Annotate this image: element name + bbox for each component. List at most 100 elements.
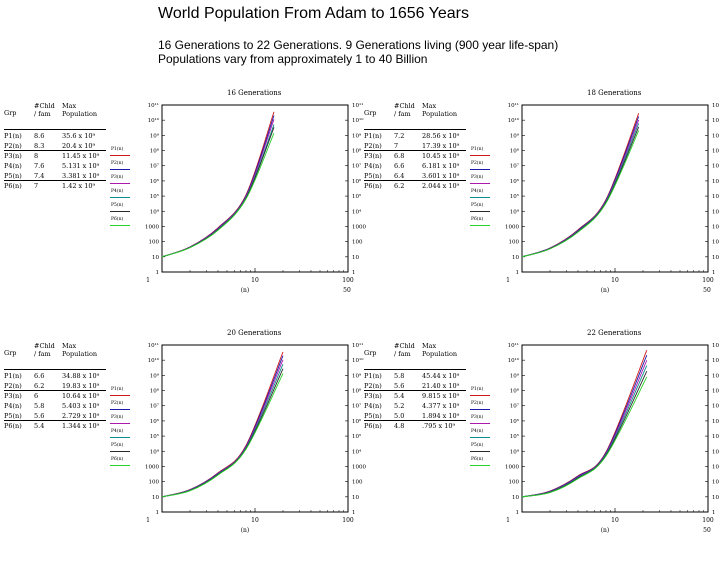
series-line-p6n xyxy=(161,373,284,498)
legend-swatch xyxy=(110,183,130,184)
legend-label: P2(n) xyxy=(471,401,484,406)
y-tick-label: 10¹¹ xyxy=(508,102,519,109)
y-tick-label: 1000 xyxy=(145,224,159,230)
legend-swatch xyxy=(110,451,130,452)
legend-label: P5(n) xyxy=(471,203,484,208)
cell-children-per-family: 8.3 xyxy=(34,142,45,150)
legend-item: P4(n) xyxy=(110,189,132,203)
chart-title: 20 Generations xyxy=(227,329,282,337)
legend-swatch xyxy=(110,225,130,226)
cell-max-population: 20.4 x 10⁹ xyxy=(62,142,96,150)
series-line-p5n xyxy=(521,371,648,498)
y-tick-label: 10⁹ xyxy=(510,132,520,139)
legend-label: P3(n) xyxy=(111,175,124,180)
cell-group: P3(n) xyxy=(364,392,382,400)
y-tick-label: 10⁹ xyxy=(150,132,160,139)
y-tick-label: 1000 xyxy=(145,464,159,470)
cell-children-per-family: 7.2 xyxy=(394,132,405,140)
cell-max-population: 3.601 x 10⁹ xyxy=(422,172,460,180)
y-tick-label-right: 10⁷ xyxy=(352,163,362,170)
legend-label: P4(n) xyxy=(111,189,124,194)
y-tick-label-right: 10¹⁰ xyxy=(712,117,719,124)
legend-swatch xyxy=(110,423,130,424)
series-line-p4n xyxy=(161,364,284,498)
y-tick-label: 10 xyxy=(512,495,519,501)
y-tick-label-right: 1000 xyxy=(352,464,366,470)
y-tick-label-right: 10⁴ xyxy=(712,208,719,215)
series-line-p6n xyxy=(161,132,275,258)
cell-max-population: 1.894 x 10⁹ xyxy=(422,412,460,420)
series-line-p2n xyxy=(161,115,275,258)
y-tick-label-right: 100 xyxy=(712,480,719,486)
y-tick-label-right: 100 xyxy=(352,480,363,486)
cell-group: P3(n) xyxy=(4,152,22,160)
cell-group: P1(n) xyxy=(364,132,382,140)
y-tick-label: 10¹¹ xyxy=(148,102,159,109)
y-tick-label-right: 10⁷ xyxy=(712,403,719,410)
y-tick-label: 10⁶ xyxy=(150,178,160,185)
cell-max-population: 2.729 x 10⁹ xyxy=(62,412,100,420)
legend-item: P5(n) xyxy=(110,203,132,217)
cell-children-per-family: 8 xyxy=(34,152,39,160)
y-tick-label-right: 10⁹ xyxy=(352,132,362,139)
cell-children-per-family: 7.4 xyxy=(34,172,45,180)
y-tick-label: 10⁵ xyxy=(510,433,519,440)
table-header-max: Max xyxy=(422,102,437,110)
y-tick-label-right: 10⁹ xyxy=(352,372,362,379)
cell-group: P4(n) xyxy=(364,162,382,170)
y-tick-label-right: 10¹⁰ xyxy=(352,117,364,124)
y-tick-label-right: 10⁶ xyxy=(352,178,362,185)
y-tick-label-right: 10 xyxy=(712,495,719,501)
table-header-children-sub: / fam xyxy=(394,350,411,358)
legend-item: P3(n) xyxy=(110,175,132,189)
table-header-max: Max xyxy=(62,102,77,110)
x-corner-label: 50 xyxy=(703,287,711,294)
cell-max-population: 17.39 x 10⁹ xyxy=(422,142,460,150)
y-tick-label: 1 xyxy=(156,510,160,516)
x-corner-label: 50 xyxy=(703,527,711,534)
legend-swatch xyxy=(110,465,130,466)
table-header-children: #Chld xyxy=(394,102,415,110)
y-tick-label: 10¹¹ xyxy=(508,342,519,349)
legend-label: P5(n) xyxy=(471,443,484,448)
legend-swatch xyxy=(110,437,130,438)
y-tick-label-right: 100 xyxy=(712,240,719,246)
table-row: P3(n) 5.4 9.815 x 10⁹ xyxy=(364,391,466,400)
plot-frame xyxy=(521,104,709,273)
cell-children-per-family: 5.6 xyxy=(394,382,405,390)
cell-max-population: 9.815 x 10⁹ xyxy=(422,392,460,400)
cell-children-per-family: 6.8 xyxy=(394,152,405,160)
y-tick-label: 10¹⁰ xyxy=(148,117,160,124)
legend-item: P1(n) xyxy=(470,387,492,401)
series-line-p5n xyxy=(521,126,640,258)
y-tick-label-right: 1000 xyxy=(712,224,719,230)
cell-group: P2(n) xyxy=(4,142,22,150)
y-tick-label-right: 10⁹ xyxy=(712,132,719,139)
y-tick-label-right: 10⁴ xyxy=(352,448,362,455)
legend-swatch xyxy=(470,451,490,452)
x-axis-label: (n) xyxy=(241,287,250,294)
table-header-grp: Grp xyxy=(4,109,17,117)
legend-item: P5(n) xyxy=(110,443,132,457)
legend-swatch xyxy=(470,423,490,424)
cell-max-population: 5.131 x 10⁹ xyxy=(62,162,100,170)
cell-group: P4(n) xyxy=(4,162,22,170)
y-tick-label-right: 10 xyxy=(352,255,359,261)
table-row: P5(n) 5.6 2.729 x 10⁹ xyxy=(4,411,106,421)
series-line-p6n xyxy=(521,130,640,258)
legend-label: P4(n) xyxy=(471,429,484,434)
y-tick-label-right: 10⁵ xyxy=(352,433,361,440)
legend-swatch xyxy=(470,155,490,156)
y-tick-label-right: 1 xyxy=(712,510,716,516)
x-tick-label: 100 xyxy=(702,277,714,284)
cell-children-per-family: 5.2 xyxy=(394,402,405,410)
x-tick-label: 10 xyxy=(251,277,259,284)
y-tick-label: 100 xyxy=(149,240,160,246)
legend-item: P3(n) xyxy=(110,415,132,429)
y-tick-label-right: 10¹¹ xyxy=(352,102,363,109)
cell-max-population: 5.403 x 10⁹ xyxy=(62,402,100,410)
table-row: P5(n) 7.4 3.381 x 10⁹ xyxy=(4,171,106,181)
y-tick-label: 10⁵ xyxy=(150,433,159,440)
series-line-p4n xyxy=(521,123,640,258)
legend-swatch xyxy=(110,169,130,170)
